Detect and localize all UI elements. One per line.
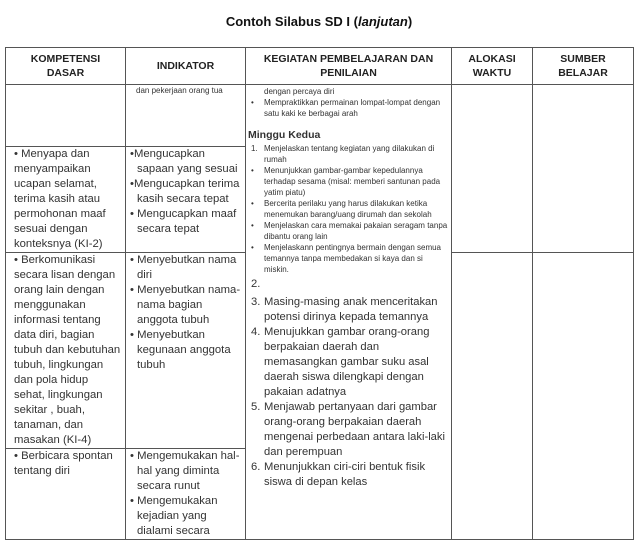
- item-number: 2.: [251, 278, 261, 290]
- item-text: Menjelaskan tentang kegiatan yang dilaku…: [264, 144, 435, 164]
- indikator-item: •Mengucapkan sapaan yang sesuai: [130, 148, 238, 175]
- indikator-item: •Mengucapkan terima kasih secara tepat: [130, 178, 240, 205]
- kegiatan-bullet: Mempraktikkan permainan lompat-lompat de…: [248, 97, 449, 119]
- indikator-row-2: •Mengucapkan sapaan yang sesuai •Mengucap…: [125, 146, 246, 253]
- title-suffix: ): [407, 14, 413, 29]
- indikator-item: • Menyebutkan nama diri: [130, 254, 237, 281]
- header-kegiatan: KEGIATAN PEMBELAJARAN DAN PENILAIAN: [245, 47, 452, 85]
- item-number: 3.: [251, 296, 261, 308]
- syllabus-table: KOMPETENSI DASAR INDIKATOR KEGIATAN PEMB…: [5, 47, 634, 540]
- week-heading: Minggu Kedua: [248, 129, 321, 141]
- alokasi-waktu-cell-1: [451, 84, 533, 253]
- kegiatan-continuation: dengan percaya diri: [264, 87, 335, 96]
- kegiatan-item-6: 6. Menunjukkan ciri-ciri bentuk fisik sis…: [248, 460, 449, 490]
- item-number: 6.: [251, 461, 261, 473]
- kegiatan-bullet: Menjelaskann pentingnya bermain dengan s…: [248, 242, 449, 275]
- kegiatan-bullet: Bercerita perilaku yang harus dilakukan …: [248, 198, 449, 220]
- indikator-row-4: • Mengemukakan hal-hal yang diminta seca…: [125, 448, 246, 540]
- item-number: 4.: [251, 326, 261, 338]
- kegiatan-item-3: 3. Masing-masing anak menceritakan potens…: [248, 295, 449, 325]
- indikator-item: • Menyebutkan kegunaan anggota tubuh: [130, 329, 231, 371]
- kegiatan-bullet: Menjelaskan cara memakai pakaian seragam…: [248, 220, 449, 242]
- item-text: Masing-masing anak menceritakan potensi …: [264, 296, 438, 323]
- indikator-item: • Mengemukakan kejadian yang dialami sec…: [130, 495, 218, 537]
- item-text: Menjawab pertanyaan dari gambar orang-or…: [264, 401, 445, 458]
- sumber-belajar-cell-1: [532, 84, 634, 253]
- kegiatan-item-4: 4. Menujukkan gambar orang-orang berpakai…: [248, 325, 449, 400]
- indikator-item: • Mengemukakan hal-hal yang diminta seca…: [130, 450, 240, 492]
- item-text: Menujukkan gambar orang-orang berpakaian…: [264, 326, 430, 398]
- kd-row-1: [5, 84, 126, 147]
- indikator-item: dan pekerjaan orang tua: [136, 86, 223, 95]
- title-italic: lanjutan: [357, 14, 408, 29]
- header-kompetensi-dasar: KOMPETENSI DASAR: [5, 47, 126, 85]
- kd-row-2: • Menyapa dan menyampaikan ucapan selama…: [5, 146, 126, 253]
- item-text: Menunjukkan ciri-ciri bentuk fisik siswa…: [264, 461, 426, 488]
- title-prefix: Contoh Silabus SD I (: [225, 14, 358, 29]
- kegiatan-cell: dengan percaya diri Mempraktikkan permai…: [245, 84, 452, 540]
- header-alokasi-waktu: ALOKASI WAKTU: [451, 47, 533, 85]
- kegiatan-item-5: 5. Menjawab pertanyaan dari gambar orang-…: [248, 400, 449, 460]
- slide-title: Contoh Silabus SD I (lanjutan): [0, 14, 638, 29]
- sumber-belajar-cell-2: [532, 252, 634, 540]
- indikator-row-3: • Menyebutkan nama diri • Menyebutkan nam…: [125, 252, 246, 449]
- kd-row-3: • Berkomunikasi secara lisan dengan oran…: [5, 252, 126, 449]
- item-number: 5.: [251, 401, 261, 413]
- kegiatan-item-1: 1. Menjelaskan tentang kegiatan yang dila…: [248, 143, 449, 165]
- header-indikator: INDIKATOR: [125, 47, 246, 85]
- alokasi-waktu-cell-2: [451, 252, 533, 540]
- kegiatan-bullet: Menunjukkan gambar-gambar kepedulannya t…: [248, 165, 449, 198]
- item-number: 1.: [251, 144, 258, 153]
- indikator-row-1: dan pekerjaan orang tua: [125, 84, 246, 147]
- header-sumber-belajar: SUMBER BELAJAR: [532, 47, 634, 85]
- indikator-item: • Mengucapkan maaf secara tepat: [130, 208, 237, 235]
- kd-row-4: • Berbicara spontan tentang diri: [5, 448, 126, 540]
- kegiatan-item-2: 2.: [248, 277, 449, 292]
- indikator-item: • Menyebutkan nama-nama bagian anggota t…: [130, 284, 241, 326]
